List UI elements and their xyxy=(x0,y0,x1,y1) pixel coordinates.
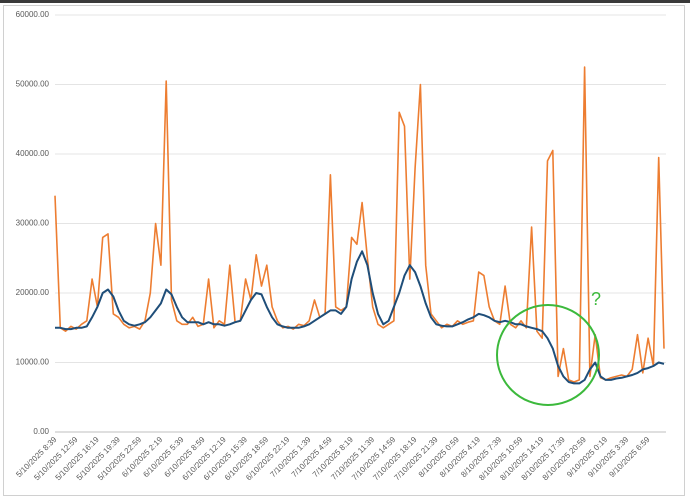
y-tick-label: 50000.00 xyxy=(16,80,50,89)
plot xyxy=(54,66,665,385)
chart-frame xyxy=(3,5,685,496)
y-tick-label: 60000.00 xyxy=(16,10,50,19)
annotations: ? xyxy=(591,289,601,309)
y-tick-label: 40000.00 xyxy=(16,149,50,158)
series-line xyxy=(54,66,665,383)
highlight-circle xyxy=(496,304,600,406)
y-tick-label: 10000.00 xyxy=(16,358,50,367)
top-bar xyxy=(0,0,690,3)
y-tick-label: 0.00 xyxy=(33,427,49,436)
y-tick-label: 30000.00 xyxy=(16,219,50,228)
series-line xyxy=(55,250,665,385)
annotation: ? xyxy=(591,289,601,309)
y-tick-label: 20000.00 xyxy=(16,288,50,297)
